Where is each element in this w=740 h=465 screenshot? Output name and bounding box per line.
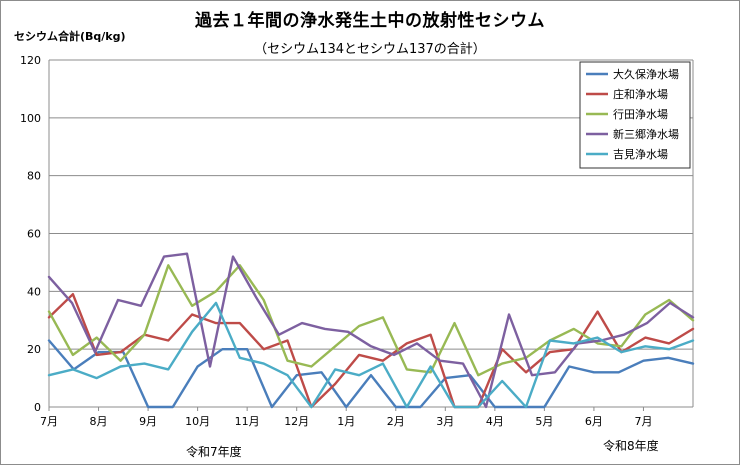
x-tick-label: 3月 <box>436 415 454 428</box>
y-tick-label: 20 <box>27 343 41 356</box>
x-tick-label: 10月 <box>185 415 210 428</box>
x-tick-label: 8月 <box>90 415 108 428</box>
legend-label: 行田浄水場 <box>613 107 668 121</box>
x-tick-label: 4月 <box>486 415 504 428</box>
x-tick-label: 9月 <box>139 415 157 428</box>
x-tick-label: 11月 <box>235 415 260 428</box>
series-line-1 <box>47 339 695 409</box>
series-line-5 <box>47 301 695 409</box>
x-tick-label: 7月 <box>634 415 652 428</box>
y-tick-label: 120 <box>20 54 41 67</box>
legend-label: 吉見浄水場 <box>613 147 668 161</box>
x-tick-label: 1月 <box>337 415 355 428</box>
series-line-3 <box>47 264 695 377</box>
x-tick-label: 7月 <box>40 415 58 428</box>
y-axis-label: セシウム合計(Bq/kg) <box>14 30 126 43</box>
chart-title: 過去１年間の浄水発生土中の放射性セシウム <box>195 11 545 31</box>
y-tick-label: 40 <box>27 285 41 298</box>
era-label-r8: 令和8年度 <box>603 439 659 453</box>
legend-box <box>579 61 691 169</box>
x-tick-label: 5月 <box>535 415 553 428</box>
x-tick-label: 6月 <box>585 415 603 428</box>
legend-label: 大久保浄水場 <box>613 67 679 81</box>
chart-subtitle: （セシウム134とセシウム137の合計） <box>254 42 486 57</box>
series-line-4 <box>47 252 695 409</box>
legend-label: 新三郷浄水場 <box>613 127 679 141</box>
x-tick-label: 2月 <box>387 415 405 428</box>
y-tick-label: 80 <box>27 170 41 183</box>
legend-label: 庄和浄水場 <box>613 87 668 101</box>
x-tick-label: 12月 <box>284 415 309 428</box>
series-line-2 <box>47 293 695 409</box>
era-label-r7: 令和7年度 <box>186 445 242 459</box>
y-tick-label: 100 <box>20 112 41 125</box>
y-tick-label: 60 <box>27 228 41 241</box>
y-tick-label: 0 <box>34 401 41 414</box>
